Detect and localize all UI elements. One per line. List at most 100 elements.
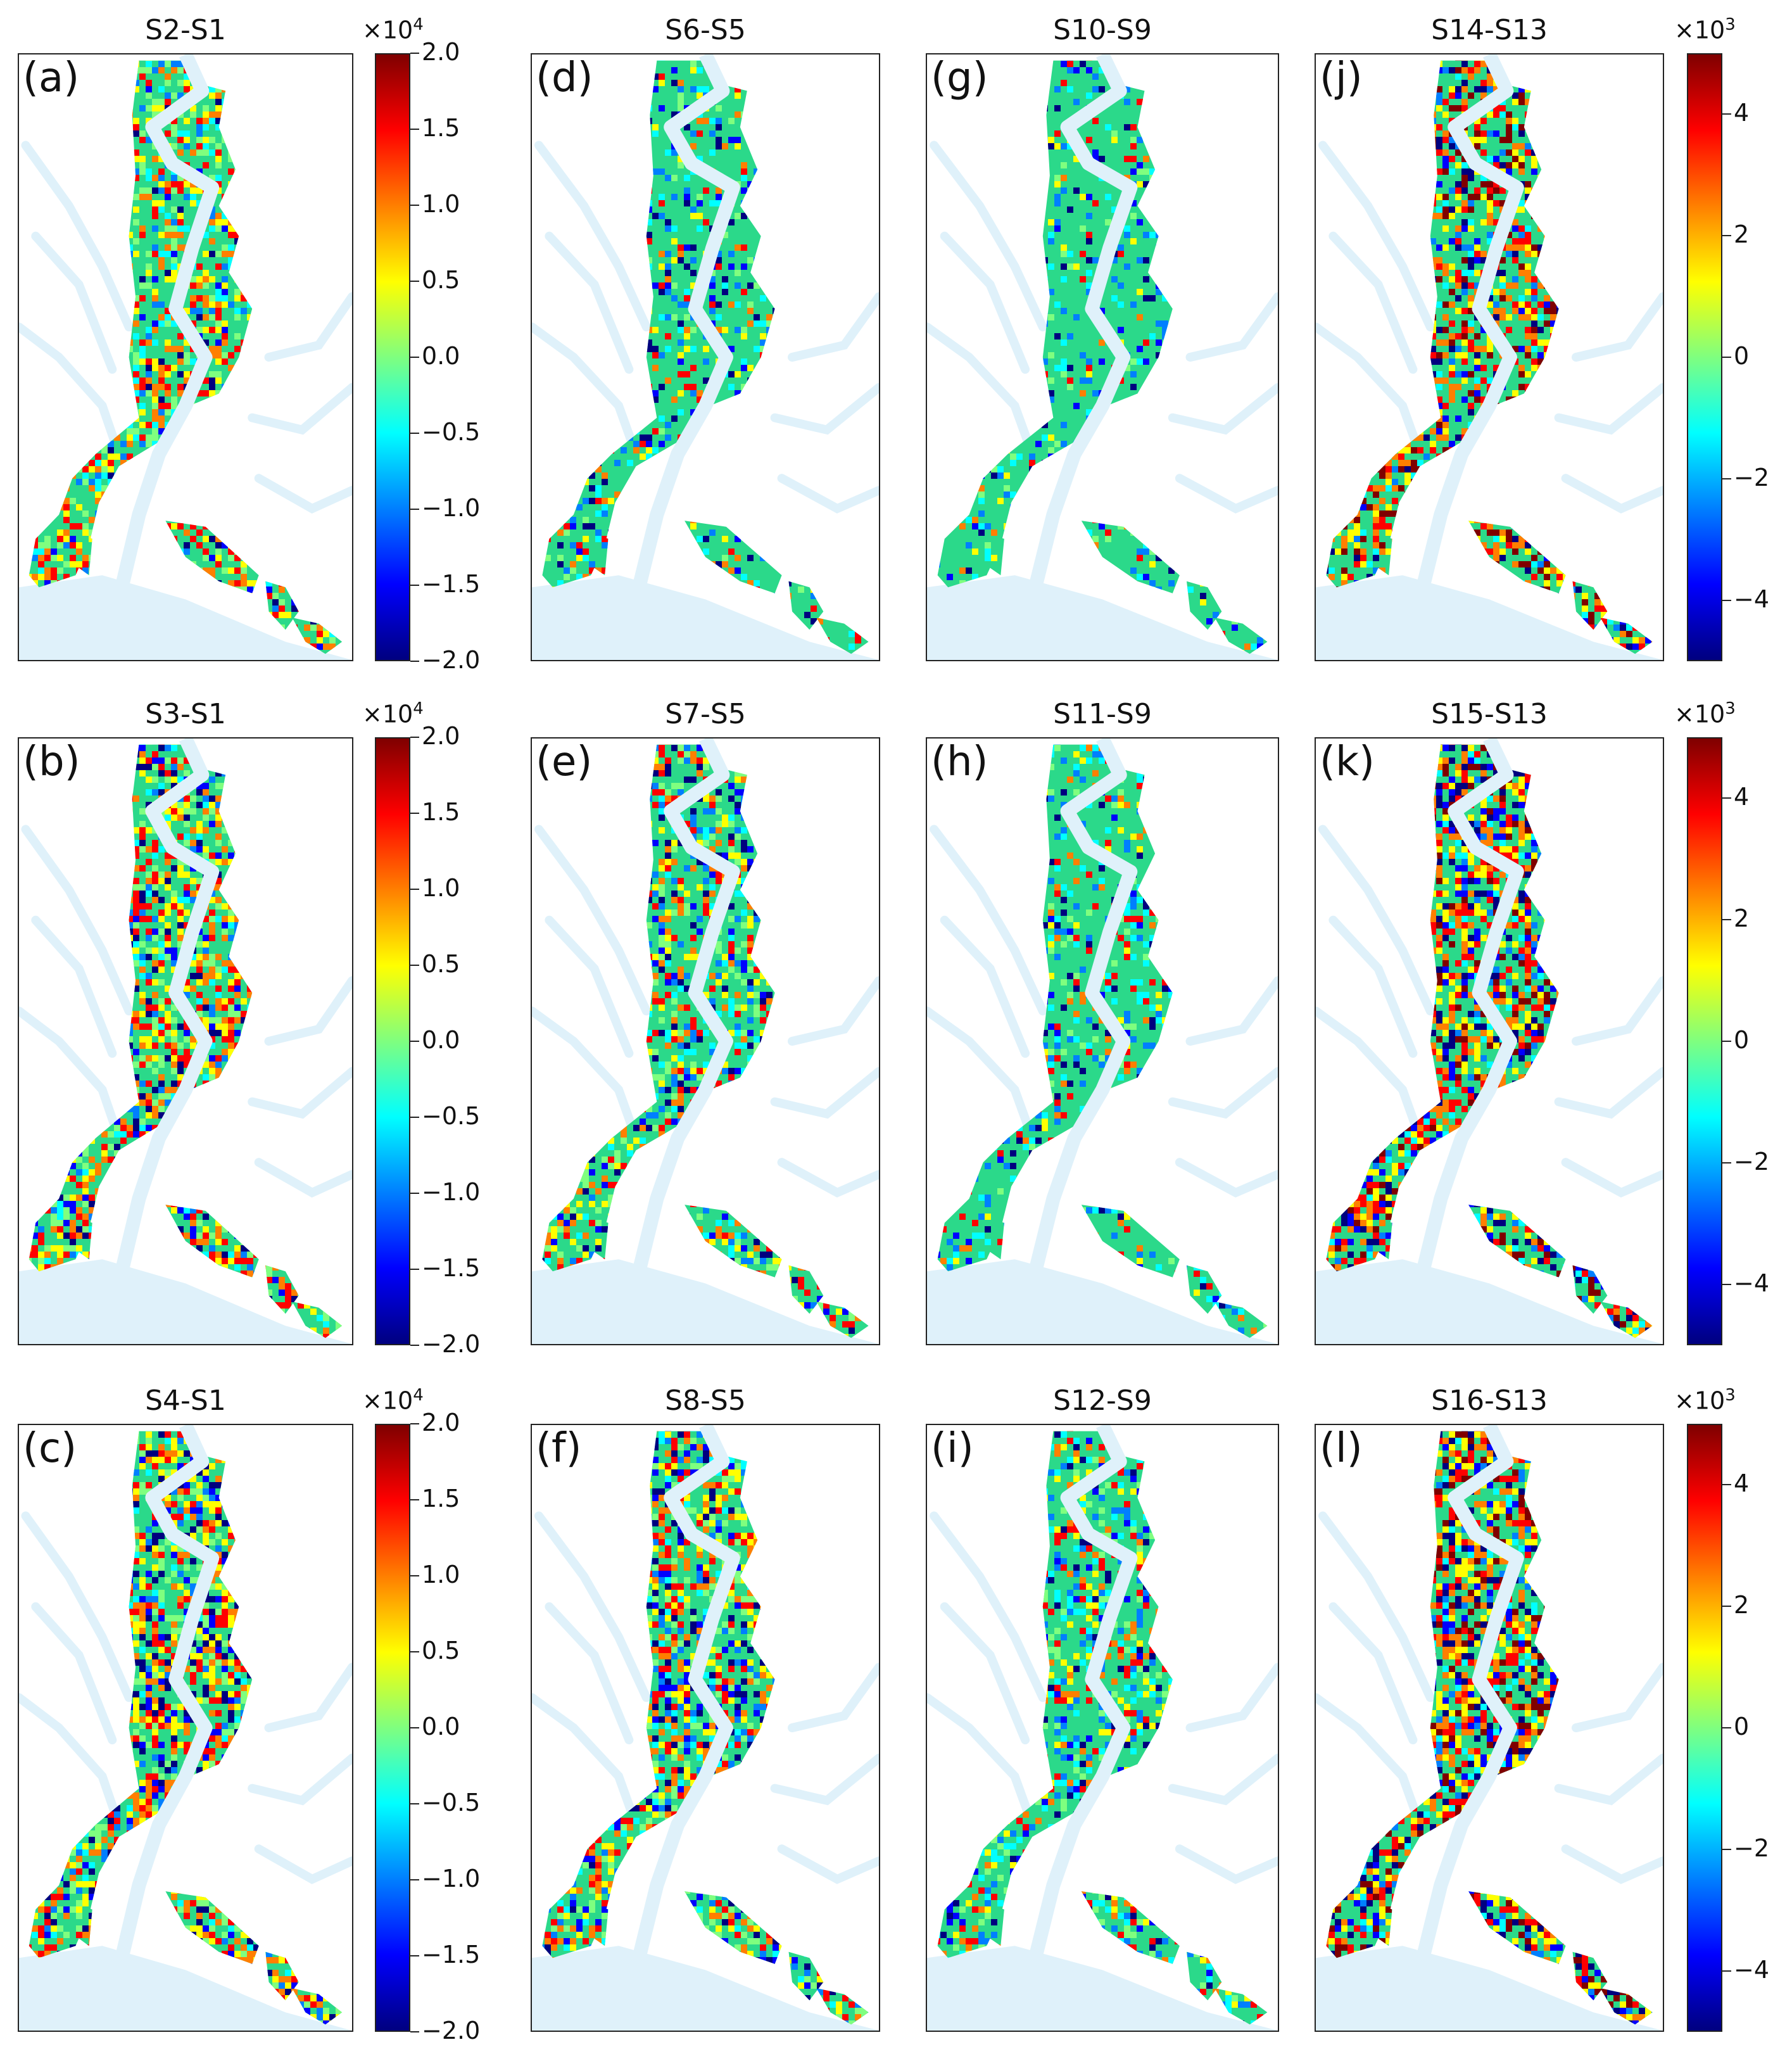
water-channel [1328, 915, 1418, 1058]
map-panel-a [18, 53, 353, 661]
colorbar-tick-label: −1.5 [422, 1941, 480, 1968]
water-channel [31, 915, 117, 1058]
panel-label: (k) [1320, 739, 1375, 785]
difference-map [1316, 1425, 1663, 2031]
colorbar-tick-label: 4 [1734, 783, 1749, 811]
colorbar-tick-label: −2.0 [422, 2017, 480, 2044]
water-channel [248, 383, 352, 435]
water-channel [777, 1158, 879, 1198]
colorbar-tick-label: −0.5 [422, 1789, 480, 1816]
colorbar-tick-label: 4 [1734, 99, 1749, 127]
panel-title: S12-S9 [926, 1385, 1279, 1417]
water-channel [19, 1006, 123, 1143]
water-channel [534, 1511, 651, 1702]
water-channel [534, 141, 651, 332]
panel-title: S8-S5 [531, 1385, 880, 1417]
colorbar-tick-label: 1.5 [422, 1485, 460, 1512]
water-channel [248, 1753, 352, 1806]
colorbar-tick [410, 661, 419, 662]
colorbar-tick [1722, 1727, 1731, 1728]
colorbar-tick-label: 0.0 [422, 1713, 460, 1740]
water-channel [788, 292, 879, 362]
river-channel [112, 1425, 220, 1972]
water-channel [1316, 1693, 1425, 1829]
colorbar-tick-label: 0 [1734, 342, 1749, 370]
sea-area [927, 1259, 1278, 1344]
colorbar-tick-label: −2.0 [422, 1330, 480, 1358]
water-channel [1168, 1067, 1278, 1119]
water-channel [770, 1753, 879, 1806]
colorbar-tick [1722, 1041, 1731, 1042]
colorbar-tick-label: −1.0 [422, 494, 480, 522]
water-channel [777, 474, 879, 514]
river-channel [1413, 54, 1524, 602]
colorbar-tick [410, 585, 419, 586]
colorbar [375, 737, 410, 1345]
colorbar-tick-label: 1.5 [422, 798, 460, 826]
map-panel-k [1315, 737, 1664, 1345]
map-panel-g [926, 53, 1279, 661]
water-channel [1185, 1663, 1278, 1732]
panel-title: S15-S13 [1315, 698, 1664, 730]
difference-map [19, 1425, 352, 2031]
water-channel [545, 231, 634, 374]
colorbar-tick [1722, 235, 1731, 236]
land-raster [1326, 744, 1653, 1338]
water-channel [545, 1602, 634, 1745]
colorbar-tick [410, 737, 419, 738]
colorbar-tick-label: −1.0 [422, 1178, 480, 1206]
panel-title: S11-S9 [926, 698, 1279, 730]
map-panel-b [18, 737, 353, 1345]
colorbar-tick-label: 4 [1734, 1469, 1749, 1497]
colorbar-tick [410, 1041, 419, 1042]
colorbar-tick-label: 2.0 [422, 38, 460, 66]
sea-area [1316, 1259, 1663, 1344]
colorbar-tick-label: 1.0 [422, 190, 460, 218]
map-panel-f [531, 1424, 880, 2032]
colorbar-tick [410, 281, 419, 282]
colorbar-tick [410, 205, 419, 206]
panel-label: (b) [23, 739, 80, 785]
colorbar-tick-label: 2 [1734, 1591, 1749, 1619]
land-raster [28, 744, 343, 1338]
water-channel [940, 231, 1030, 374]
panel-title: S4-S1 [18, 1385, 353, 1417]
colorbar-tick [410, 1727, 419, 1728]
colorbar-tick [410, 1879, 419, 1880]
water-channel [1561, 1158, 1663, 1198]
water-channel [930, 141, 1047, 332]
colorbar-tick [410, 1193, 419, 1194]
colorbar-tick-label: 0.0 [422, 342, 460, 370]
water-channel [1554, 383, 1663, 435]
water-channel [264, 292, 352, 362]
river-channel [629, 1425, 740, 1972]
difference-map [927, 54, 1278, 660]
colorbar-tick-label: −0.5 [422, 1102, 480, 1130]
land-raster [1326, 1431, 1653, 2025]
colorbar-multiplier: ×103 [1674, 699, 1736, 728]
water-channel [1316, 322, 1425, 459]
colorbar-tick [1722, 478, 1731, 479]
colorbar-tick-label: 0.5 [422, 266, 460, 294]
colorbar-tick-label: −1.0 [422, 1865, 480, 1892]
colorbar-tick-label: −2 [1734, 1834, 1769, 1862]
colorbar-tick-label: 2.0 [422, 1409, 460, 1436]
panel-title: S6-S5 [531, 14, 880, 46]
difference-map [1316, 739, 1663, 1344]
colorbar-tick [410, 1651, 419, 1652]
colorbar-tick [410, 433, 419, 434]
colorbar-multiplier: ×104 [362, 15, 424, 44]
sea-area [532, 1946, 879, 2031]
map-panel-e [531, 737, 880, 1345]
colorbar-tick-label: 0.5 [422, 950, 460, 978]
colorbar-tick-label: 2.0 [422, 722, 460, 750]
difference-map [532, 54, 879, 660]
sea-area [19, 1259, 352, 1344]
water-channel [254, 1844, 352, 1884]
water-channel [1328, 1602, 1418, 1745]
water-channel [788, 976, 879, 1046]
colorbar-tick [1722, 1162, 1731, 1163]
land-raster [28, 60, 343, 654]
panel-label: (c) [23, 1425, 77, 1472]
water-channel [1168, 383, 1278, 435]
